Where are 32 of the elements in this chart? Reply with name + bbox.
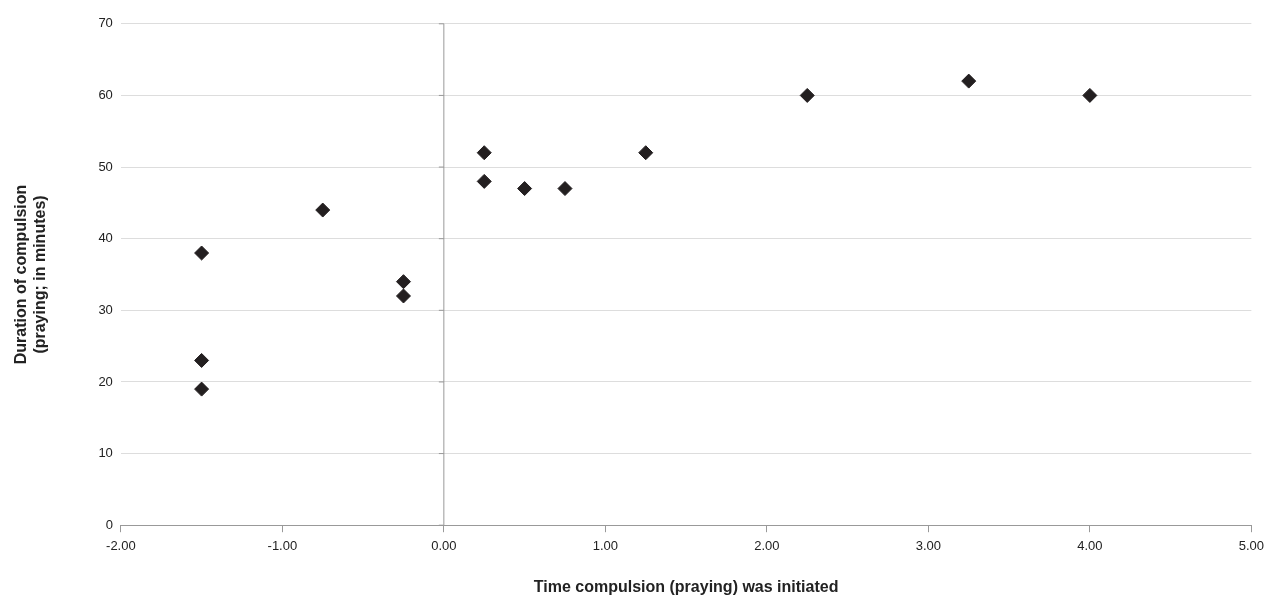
point bbox=[517, 181, 533, 197]
point bbox=[395, 274, 411, 290]
x-tick-label: -1.00 bbox=[267, 537, 298, 553]
y-tick-label: 40 bbox=[98, 230, 113, 246]
point bbox=[194, 352, 210, 368]
x-tick-label: 5.00 bbox=[1238, 537, 1265, 553]
x-tick-label: 1.00 bbox=[592, 537, 619, 553]
point bbox=[315, 202, 331, 218]
x-tick-label: 2.00 bbox=[754, 537, 780, 553]
x-axis-title: Time compulsion (praying) was initiated bbox=[533, 577, 839, 595]
y-tick-label: 60 bbox=[98, 87, 113, 103]
point bbox=[476, 145, 492, 161]
x-tick-label: 3.00 bbox=[915, 537, 942, 553]
y-tick-label: 0 bbox=[105, 516, 113, 532]
x-tick-label: 4.00 bbox=[1077, 537, 1103, 553]
y-tick-label: 70 bbox=[98, 15, 113, 31]
point bbox=[799, 87, 815, 103]
y-tick-label: 50 bbox=[98, 158, 113, 174]
point bbox=[961, 73, 977, 89]
y-axis-title: Duration of compulsion (praying; in minutes) bbox=[12, 184, 49, 365]
x-tick-label: 0.00 bbox=[431, 537, 457, 553]
point bbox=[557, 181, 573, 197]
y-tick-label: 30 bbox=[98, 301, 113, 317]
y-tick-label: 10 bbox=[98, 445, 113, 461]
y-tick-label: 20 bbox=[98, 373, 113, 389]
point bbox=[638, 145, 654, 161]
point bbox=[194, 381, 210, 397]
point bbox=[476, 173, 492, 189]
point bbox=[395, 288, 411, 304]
point bbox=[1082, 87, 1098, 103]
x-tick-label: -2.00 bbox=[106, 537, 136, 553]
point bbox=[194, 245, 210, 261]
